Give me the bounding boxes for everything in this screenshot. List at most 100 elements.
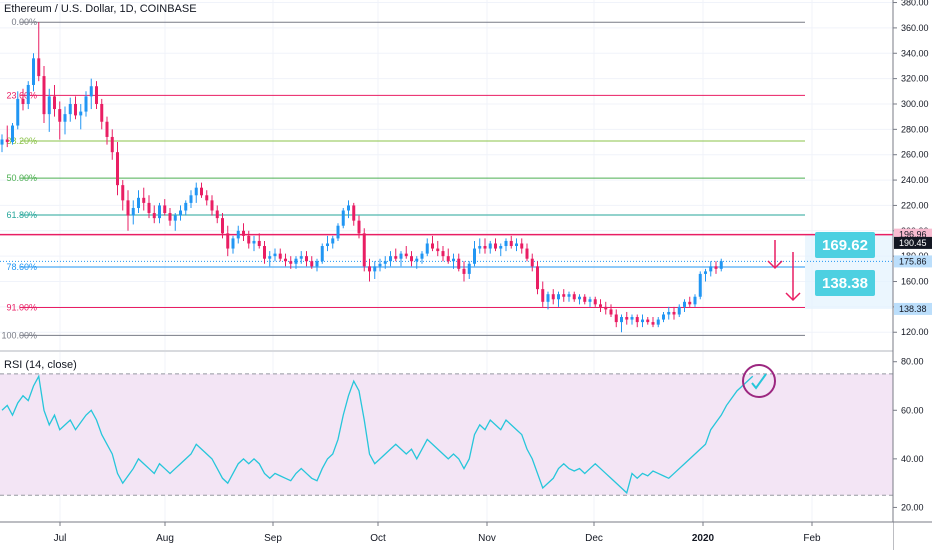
candle-body[interactable] bbox=[588, 299, 592, 302]
candle-body[interactable] bbox=[289, 261, 293, 264]
candle-body[interactable] bbox=[698, 273, 702, 297]
candle-body[interactable] bbox=[320, 246, 324, 262]
candle-body[interactable] bbox=[74, 103, 77, 116]
candle-body[interactable] bbox=[656, 319, 660, 325]
candle-body[interactable] bbox=[478, 246, 482, 249]
candle-body[interactable] bbox=[509, 240, 513, 247]
candle-body[interactable] bbox=[599, 304, 602, 307]
candle-body[interactable] bbox=[572, 294, 576, 300]
candle-body[interactable] bbox=[184, 202, 188, 211]
candle-body[interactable] bbox=[336, 225, 340, 239]
candle-body[interactable] bbox=[231, 238, 235, 249]
candle-body[interactable] bbox=[331, 238, 335, 244]
candle-body[interactable] bbox=[21, 98, 25, 104]
candle-body[interactable] bbox=[709, 266, 713, 272]
candle-body[interactable] bbox=[515, 243, 518, 247]
candle-body[interactable] bbox=[467, 263, 471, 274]
candle-body[interactable] bbox=[546, 294, 550, 302]
candle-body[interactable] bbox=[305, 256, 308, 262]
candle-body[interactable] bbox=[37, 58, 41, 77]
candle-body[interactable] bbox=[226, 233, 230, 249]
candle-body[interactable] bbox=[362, 233, 366, 267]
candle-body[interactable] bbox=[158, 205, 161, 219]
candle-body[interactable] bbox=[368, 266, 371, 272]
candle-body[interactable] bbox=[446, 256, 450, 262]
candle-body[interactable] bbox=[373, 266, 377, 272]
candle-body[interactable] bbox=[116, 152, 119, 186]
candle-body[interactable] bbox=[441, 251, 445, 257]
candle-body[interactable] bbox=[32, 58, 35, 85]
candle-body[interactable] bbox=[662, 314, 665, 320]
candle-body[interactable] bbox=[672, 311, 676, 315]
candle-body[interactable] bbox=[646, 319, 650, 323]
candle-body[interactable] bbox=[284, 258, 287, 262]
candle-body[interactable] bbox=[11, 125, 14, 143]
candle-body[interactable] bbox=[425, 243, 429, 254]
candle-body[interactable] bbox=[557, 294, 560, 300]
candle-body[interactable] bbox=[126, 200, 130, 216]
candle-body[interactable] bbox=[704, 271, 707, 274]
candle-body[interactable] bbox=[635, 317, 639, 323]
candle-body[interactable] bbox=[147, 202, 151, 214]
candle-body[interactable] bbox=[452, 258, 455, 262]
candle-body[interactable] bbox=[394, 256, 398, 259]
candle-body[interactable] bbox=[121, 185, 125, 201]
rsi-panel[interactable] bbox=[0, 352, 893, 522]
candle-body[interactable] bbox=[693, 296, 697, 305]
candle-body[interactable] bbox=[294, 258, 298, 264]
candle-body[interactable] bbox=[609, 309, 613, 315]
candle-body[interactable] bbox=[63, 114, 67, 122]
candle-body[interactable] bbox=[242, 230, 245, 236]
candle-body[interactable] bbox=[520, 243, 524, 249]
candle-body[interactable] bbox=[499, 246, 503, 249]
candle-body[interactable] bbox=[683, 301, 686, 307]
candle-body[interactable] bbox=[236, 230, 240, 239]
candle-body[interactable] bbox=[68, 103, 72, 115]
candle-body[interactable] bbox=[47, 96, 51, 115]
candle-body[interactable] bbox=[667, 311, 671, 315]
candle-body[interactable] bbox=[89, 86, 93, 97]
rsi-line[interactable] bbox=[1, 374, 754, 495]
candle-body[interactable] bbox=[263, 246, 266, 259]
candle-body[interactable] bbox=[383, 261, 387, 264]
candle-body[interactable] bbox=[352, 205, 356, 221]
candle-body[interactable] bbox=[420, 253, 424, 259]
candle-body[interactable] bbox=[494, 243, 497, 249]
candle-body[interactable] bbox=[541, 289, 545, 302]
candle-body[interactable] bbox=[341, 210, 345, 226]
time-axis[interactable]: Jul Aug Sep Oct Nov Dec 2020 Feb bbox=[0, 521, 932, 550]
candle-body[interactable] bbox=[483, 246, 487, 249]
candle-body[interactable] bbox=[53, 96, 56, 110]
candle-body[interactable] bbox=[221, 218, 224, 234]
candle-body[interactable] bbox=[58, 109, 62, 122]
candle-body[interactable] bbox=[677, 306, 681, 315]
candle-body[interactable] bbox=[462, 268, 466, 274]
candle-body[interactable] bbox=[578, 296, 581, 300]
candle-body[interactable] bbox=[315, 261, 319, 267]
candle-body[interactable] bbox=[567, 294, 571, 297]
candle-body[interactable] bbox=[688, 301, 692, 305]
candle-body[interactable] bbox=[431, 243, 434, 249]
candle-body[interactable] bbox=[0, 139, 4, 145]
candle-body[interactable] bbox=[215, 210, 219, 219]
candle-body[interactable] bbox=[110, 136, 114, 153]
candle-body[interactable] bbox=[504, 240, 508, 247]
candle-body[interactable] bbox=[536, 266, 539, 290]
candle-body[interactable] bbox=[179, 210, 182, 216]
candle-body[interactable] bbox=[714, 266, 718, 269]
candle-body[interactable] bbox=[399, 253, 403, 259]
price-panel[interactable]: 0.00% 23.60% 38.20% 50.00% 61.80% 78.60% 91.00… bbox=[0, 0, 932, 352]
candle-body[interactable] bbox=[189, 195, 193, 203]
candle-body[interactable] bbox=[42, 76, 46, 115]
candle-body[interactable] bbox=[163, 205, 167, 214]
candle-body[interactable] bbox=[593, 299, 597, 305]
candle-body[interactable] bbox=[436, 248, 440, 252]
candle-body[interactable] bbox=[583, 296, 587, 302]
candle-body[interactable] bbox=[247, 235, 251, 244]
candle-body[interactable] bbox=[404, 253, 408, 257]
candle-body[interactable] bbox=[299, 256, 303, 259]
candle-body[interactable] bbox=[604, 306, 608, 310]
candle-body[interactable] bbox=[210, 200, 214, 211]
candle-body[interactable] bbox=[614, 314, 618, 323]
